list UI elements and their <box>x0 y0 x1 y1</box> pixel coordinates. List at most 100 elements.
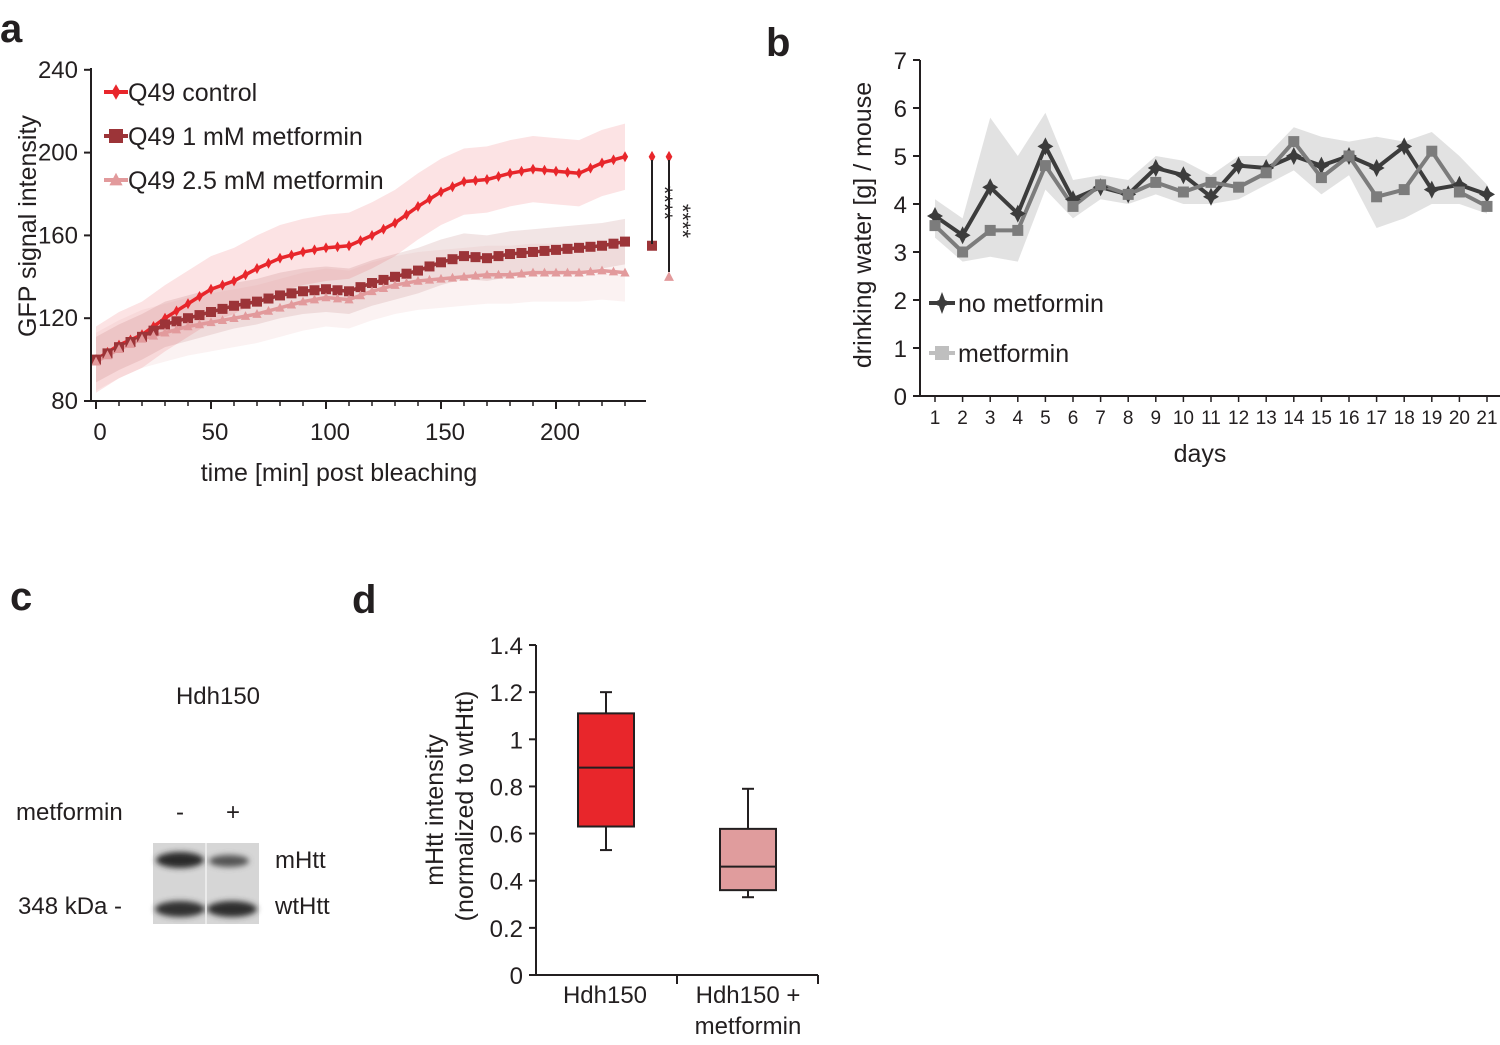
a-marker-series-1 <box>207 283 215 295</box>
a-legend-marker-1 <box>111 84 121 100</box>
a-marker-series-3 <box>91 356 101 366</box>
a-marker-series-2 <box>447 254 458 265</box>
a-marker-series-3 <box>321 292 331 302</box>
b-marker-series-1 <box>1396 137 1413 156</box>
b-marker-series-1 <box>1423 180 1440 199</box>
d-y-tick-label-1: 0.2 <box>490 916 523 943</box>
a-marker-series-1 <box>196 291 203 302</box>
a-marker-series-3 <box>574 267 584 277</box>
a-marker-series-3 <box>447 272 458 282</box>
b-x-tick-label-2: 2 <box>957 408 968 429</box>
d-y-tick-label-5: 1 <box>510 727 523 754</box>
b-marker-series-1 <box>1479 185 1495 204</box>
a-marker-series-3 <box>171 324 182 334</box>
b-x-tick-label-18: 18 <box>1394 408 1415 429</box>
d-y-tick-label-6: 1.2 <box>490 680 523 707</box>
d-y-axis-label-line2: (normalized to wtHtt) <box>451 691 479 922</box>
a-marker-series-1 <box>391 217 399 229</box>
d-category-1-label: Hdh150 <box>563 982 647 1009</box>
a-marker-series-2 <box>436 257 446 268</box>
d-y-tick-label-7: 1.4 <box>490 633 523 660</box>
a-y-axis-label: GFP signal intensity <box>14 115 42 337</box>
a-marker-series-3 <box>436 273 446 283</box>
b-x-tick-label-15: 15 <box>1311 408 1332 429</box>
a-band-series-1 <box>96 123 625 393</box>
a-marker-series-3 <box>551 267 561 277</box>
b-marker-series-1 <box>954 226 971 245</box>
a-marker-series-3 <box>562 267 573 277</box>
a-marker-series-2 <box>390 271 400 282</box>
a-marker-series-1 <box>230 275 238 287</box>
a-marker-series-1 <box>506 167 514 179</box>
a-marker-series-3 <box>355 290 366 300</box>
a-marker-series-2 <box>620 236 630 247</box>
a-end-marker-series-3 <box>664 271 674 281</box>
b-legend-label-1: no metformin <box>958 290 1104 318</box>
a-marker-series-2 <box>459 251 469 262</box>
b-marker-series-2 <box>1150 176 1162 188</box>
b-y-tick-label-5: 5 <box>894 144 907 171</box>
b-marker-series-2 <box>1233 181 1245 193</box>
a-marker-series-2 <box>194 310 205 321</box>
a-marker-series-2 <box>482 253 492 264</box>
a-marker-series-3 <box>539 267 550 277</box>
a-marker-series-3 <box>470 270 481 280</box>
a-marker-series-1 <box>529 163 537 175</box>
a-x-tick-label-50: 50 <box>202 419 229 446</box>
d-box-1 <box>577 712 635 828</box>
a-marker-series-1 <box>334 241 341 253</box>
a-marker-series-1 <box>437 186 445 198</box>
b-marker-series-1 <box>1175 166 1192 185</box>
d-y-tick-label-3: 0.6 <box>490 822 523 849</box>
b-marker-series-2 <box>1315 172 1327 184</box>
b-marker-series-2 <box>1481 200 1493 212</box>
a-marker-series-1 <box>311 244 318 256</box>
a-marker-series-2 <box>171 316 182 327</box>
a-marker-series-3 <box>608 266 619 276</box>
a-marker-series-2 <box>263 293 274 304</box>
b-marker-series-2 <box>957 246 969 258</box>
a-marker-series-3 <box>620 267 630 277</box>
blot-band-label-wthtt: wtHtt <box>274 893 330 920</box>
a-legend-marker-2 <box>109 129 123 143</box>
a-marker-series-3 <box>390 280 400 289</box>
a-marker-series-2 <box>516 247 527 258</box>
b-marker-series-2 <box>1260 167 1272 179</box>
panel-letter-c: c <box>10 575 32 619</box>
a-marker-series-3 <box>183 321 193 331</box>
b-marker-series-2 <box>1012 224 1024 236</box>
panel-c-western-blot: Hdh150 metformin - + 348 kDa - mHtt wtHt… <box>16 683 330 924</box>
a-marker-series-3 <box>413 275 423 285</box>
d-category-2-label-line1: Hdh150 + <box>696 982 801 1009</box>
b-marker-series-1 <box>1065 190 1081 209</box>
a-marker-series-2 <box>183 313 193 324</box>
a-marker-series-3 <box>482 269 492 279</box>
blot-title: Hdh150 <box>176 683 260 710</box>
a-marker-series-1 <box>219 279 226 291</box>
panel-d-box-plot: 0 0.2 0.4 0.6 0.8 1 1.2 1.4 mHtt intensity (nor… <box>421 633 819 1040</box>
a-marker-series-3 <box>332 293 343 303</box>
blot-band-lane2-wthtt <box>207 901 257 917</box>
a-marker-series-3 <box>424 274 435 284</box>
b-marker-series-2 <box>1039 160 1051 172</box>
a-marker-series-2 <box>528 246 538 257</box>
a-marker-series-2 <box>275 290 285 301</box>
a-marker-series-3 <box>275 302 285 312</box>
b-marker-series-2 <box>1067 200 1079 212</box>
blot-lane-minus: - <box>176 799 184 826</box>
a-marker-series-2 <box>355 282 366 293</box>
a-marker-series-1 <box>483 174 491 185</box>
b-x-tick-label-3: 3 <box>985 408 996 429</box>
d-boxes <box>577 691 777 899</box>
a-marker-series-2 <box>424 261 435 272</box>
a-marker-series-3 <box>252 309 262 318</box>
a-marker-series-1 <box>426 193 433 205</box>
a-marker-series-1 <box>253 263 261 274</box>
a-marker-series-2 <box>562 243 573 254</box>
a-marker-series-2 <box>160 319 170 330</box>
a-marker-series-2 <box>286 288 297 299</box>
d-y-tick-label-0: 0 <box>510 963 523 990</box>
a-x-axis-label: time [min] post bleaching <box>201 459 478 487</box>
